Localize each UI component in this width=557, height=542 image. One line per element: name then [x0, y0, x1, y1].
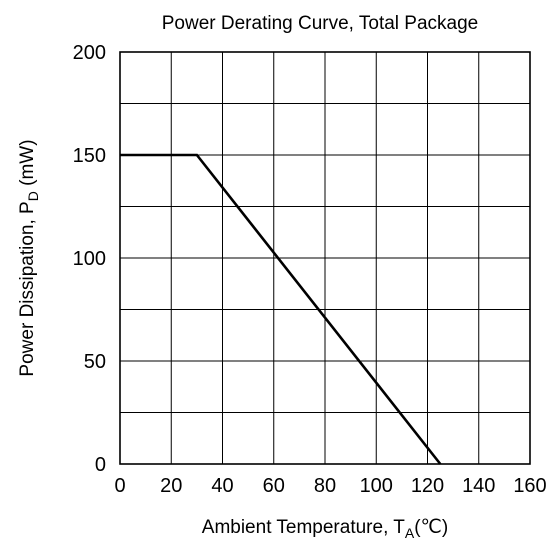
y-axis: 0 50 100 150 200	[73, 42, 106, 476]
x-tick-label: 100	[360, 475, 393, 497]
x-axis: 0 20 40 60 80 100 120 140 160	[114, 475, 546, 497]
x-axis-label-main: Ambient Temperature, T	[202, 517, 406, 538]
derating-curve-line	[120, 153, 442, 465]
y-tick-label: 150	[73, 145, 106, 167]
x-tick-label: 80	[314, 475, 336, 497]
x-tick-label: 20	[160, 475, 182, 497]
plot-area	[120, 153, 442, 465]
x-tick-label: 160	[513, 475, 546, 497]
x-tick-label: 140	[462, 475, 495, 497]
plot-frame	[119, 51, 531, 465]
x-tick-label: 40	[211, 475, 233, 497]
y-tick-label: 0	[95, 454, 106, 476]
x-tick-label: 120	[411, 475, 444, 497]
x-tick-label: 0	[114, 475, 125, 497]
y-tick-label: 200	[73, 42, 106, 64]
x-axis-label: Ambient Temperature, TA(℃)	[202, 517, 448, 541]
y-axis-label-main: Power Dissipation, P	[17, 201, 38, 376]
x-tick-label: 60	[263, 475, 285, 497]
y-tick-label: 100	[73, 248, 106, 270]
y-axis-label-subscript: D	[25, 191, 41, 201]
y-tick-label: 50	[84, 351, 106, 373]
grid-lines	[120, 52, 530, 464]
y-axis-label-unit: (mW)	[17, 139, 38, 191]
chart-title: Power Derating Curve, Total Package	[162, 13, 478, 34]
y-axis-label: Power Dissipation, PD (mW)	[17, 139, 41, 376]
x-axis-label-unit: (℃)	[414, 517, 448, 538]
x-axis-label-subscript: A	[405, 525, 415, 541]
